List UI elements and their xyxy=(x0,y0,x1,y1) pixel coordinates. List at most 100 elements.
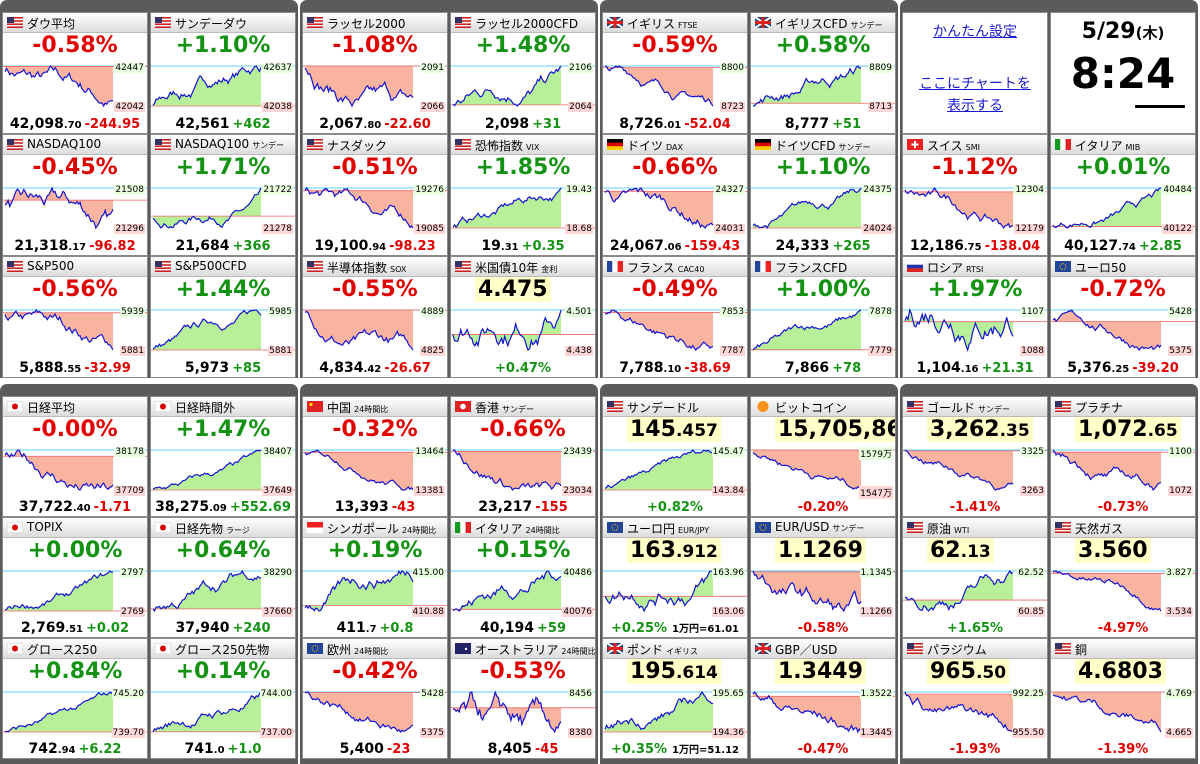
low-label: 194.36 xyxy=(711,728,745,738)
change: +78 xyxy=(832,361,862,376)
price-row: 24,333 +265 xyxy=(751,235,895,254)
change-area xyxy=(905,450,1013,490)
price-row: 23,217 -155 xyxy=(451,496,595,515)
low-label: 3.534 xyxy=(1165,607,1193,617)
high-label: 992.25 xyxy=(1011,689,1045,699)
market-tile: 日経先物 ラージ 38290 37660 +0.64% 37,940 +240 xyxy=(150,517,296,638)
price-decimals: .74 xyxy=(1118,242,1136,253)
change: -23 xyxy=(386,742,411,757)
instrument-name: イタリア 24時間比 xyxy=(475,520,560,537)
low-label: 37660 xyxy=(262,607,293,617)
price: 37,940 xyxy=(175,620,230,636)
high-label: 5428 xyxy=(420,689,445,699)
low-label: 1.3445 xyxy=(859,728,893,738)
instrument-name: グロース250先物 xyxy=(175,641,269,658)
flag-icon xyxy=(607,643,623,654)
price: 40,127 xyxy=(1064,238,1119,254)
price-line xyxy=(4,64,114,108)
instrument-name-text: イタリア xyxy=(475,522,523,536)
tile-header: 日経時間外 xyxy=(151,397,295,417)
change-percent: -1.08% xyxy=(332,33,418,58)
change-percent: +1.48% xyxy=(475,33,571,58)
market-tile: フランスCFD 7878 7779 +1.00% 7,866 +78 xyxy=(750,256,896,378)
flag-icon xyxy=(307,17,323,28)
instrument-name: 米国債10年 金利 xyxy=(475,259,557,276)
low-label: 143.84 xyxy=(711,486,745,496)
flag-icon xyxy=(607,17,623,28)
change-area xyxy=(905,188,1013,228)
market-tile: 銅 4.769 4.665 4.6803 -1.39% xyxy=(1050,638,1196,759)
change-area xyxy=(153,188,261,228)
change-area xyxy=(153,692,261,732)
price-line xyxy=(752,691,862,734)
price-row: 21,318.17 -96.82 xyxy=(3,235,147,254)
instrument-name-text: ビットコイン xyxy=(775,401,848,415)
simple-settings-link[interactable]: かんたん設定 xyxy=(933,24,1017,40)
market-tile: ポンド イギリス 195.65 194.36 195.614 +0.35% 1万円=51.1… xyxy=(602,638,748,759)
price: 21,684 xyxy=(175,238,230,254)
instrument-name: ダウ平均 xyxy=(27,15,75,32)
high-label: 4.501 xyxy=(565,307,593,317)
price-decimals: .0 xyxy=(213,745,225,756)
price-main: 3.560 xyxy=(1078,538,1148,563)
instrument-sub: SMI xyxy=(965,143,980,152)
change-percent: +0.47% xyxy=(495,361,551,376)
tile-header: サンデードル xyxy=(603,397,747,417)
instrument-name-text: ドイツ xyxy=(627,139,664,153)
price-line xyxy=(604,187,714,229)
instrument-name-text: グロース250 xyxy=(27,643,98,657)
tile-header: 中国 24時間比 xyxy=(303,397,447,417)
instrument-sub: サンデー xyxy=(838,143,871,152)
instrument-name-text: S&P500 xyxy=(27,259,75,273)
price-decimals: .31 xyxy=(500,242,519,253)
flag-icon xyxy=(307,261,323,272)
instrument-name-text: 半導体指数 xyxy=(327,261,388,275)
price: 13,393 xyxy=(334,499,389,515)
price-line xyxy=(1052,187,1162,229)
price-line xyxy=(1052,309,1162,351)
price-row: 7,788.10 -38.69 xyxy=(603,357,747,376)
price-line xyxy=(152,65,262,106)
change: +462 xyxy=(232,117,271,132)
market-tile: ドイツ DAX 24327 24031 -0.66% 24,067.06 -159.43 xyxy=(602,134,748,256)
flag-icon xyxy=(1055,401,1071,412)
low-label: 2066 xyxy=(420,102,445,112)
instrument-name-text: 中国 xyxy=(327,401,352,415)
price-decimals: .25 xyxy=(1111,364,1130,375)
instrument-sub: ラージ xyxy=(226,526,250,535)
flag-icon xyxy=(1055,522,1071,533)
instrument-sub: 24時間比 xyxy=(561,647,596,656)
tile-header: スイス SMI xyxy=(903,135,1047,155)
instrument-sub: CAC40 xyxy=(677,265,705,274)
instrument-name: パラジウム xyxy=(927,641,987,658)
price-line xyxy=(904,449,1014,491)
tile-header: 恐怖指数 VIX xyxy=(451,135,595,155)
tile-header: フランス CAC40 xyxy=(603,257,747,277)
change-percent: -0.49% xyxy=(632,277,718,302)
instrument-sub: VIX xyxy=(526,143,540,152)
instrument-name: GBP／USD xyxy=(775,641,837,658)
high-label: 23439 xyxy=(562,447,593,457)
instrument-name-text: ドイツCFD xyxy=(775,139,836,153)
price-row: 1,104.16 +21.31 xyxy=(903,357,1047,376)
time-bar xyxy=(1135,105,1185,108)
change: -52.04 xyxy=(684,117,731,132)
instrument-name-text: イギリスCFD xyxy=(775,17,848,31)
instrument-name: S&P500 xyxy=(27,259,74,273)
instrument-name-text: ユーロ円 xyxy=(627,522,676,536)
tile-header: パラジウム xyxy=(903,639,1047,659)
instrument-name-text: ポンド xyxy=(627,643,664,657)
flag-icon xyxy=(1055,643,1071,654)
instrument-sub: DAX xyxy=(666,143,683,152)
price-line xyxy=(604,690,714,731)
change: +0.02 xyxy=(86,621,129,636)
change-area xyxy=(753,310,861,350)
price-line xyxy=(752,187,862,229)
change: -159.43 xyxy=(684,239,741,254)
price: 4.6803 xyxy=(1075,659,1166,684)
tile-header: 銅 xyxy=(1051,639,1195,659)
price: 23,217 xyxy=(478,499,533,515)
tile-header: 香港 サンデー xyxy=(451,397,595,417)
chart-link[interactable]: ここにチャートを 表示する xyxy=(919,76,1031,114)
